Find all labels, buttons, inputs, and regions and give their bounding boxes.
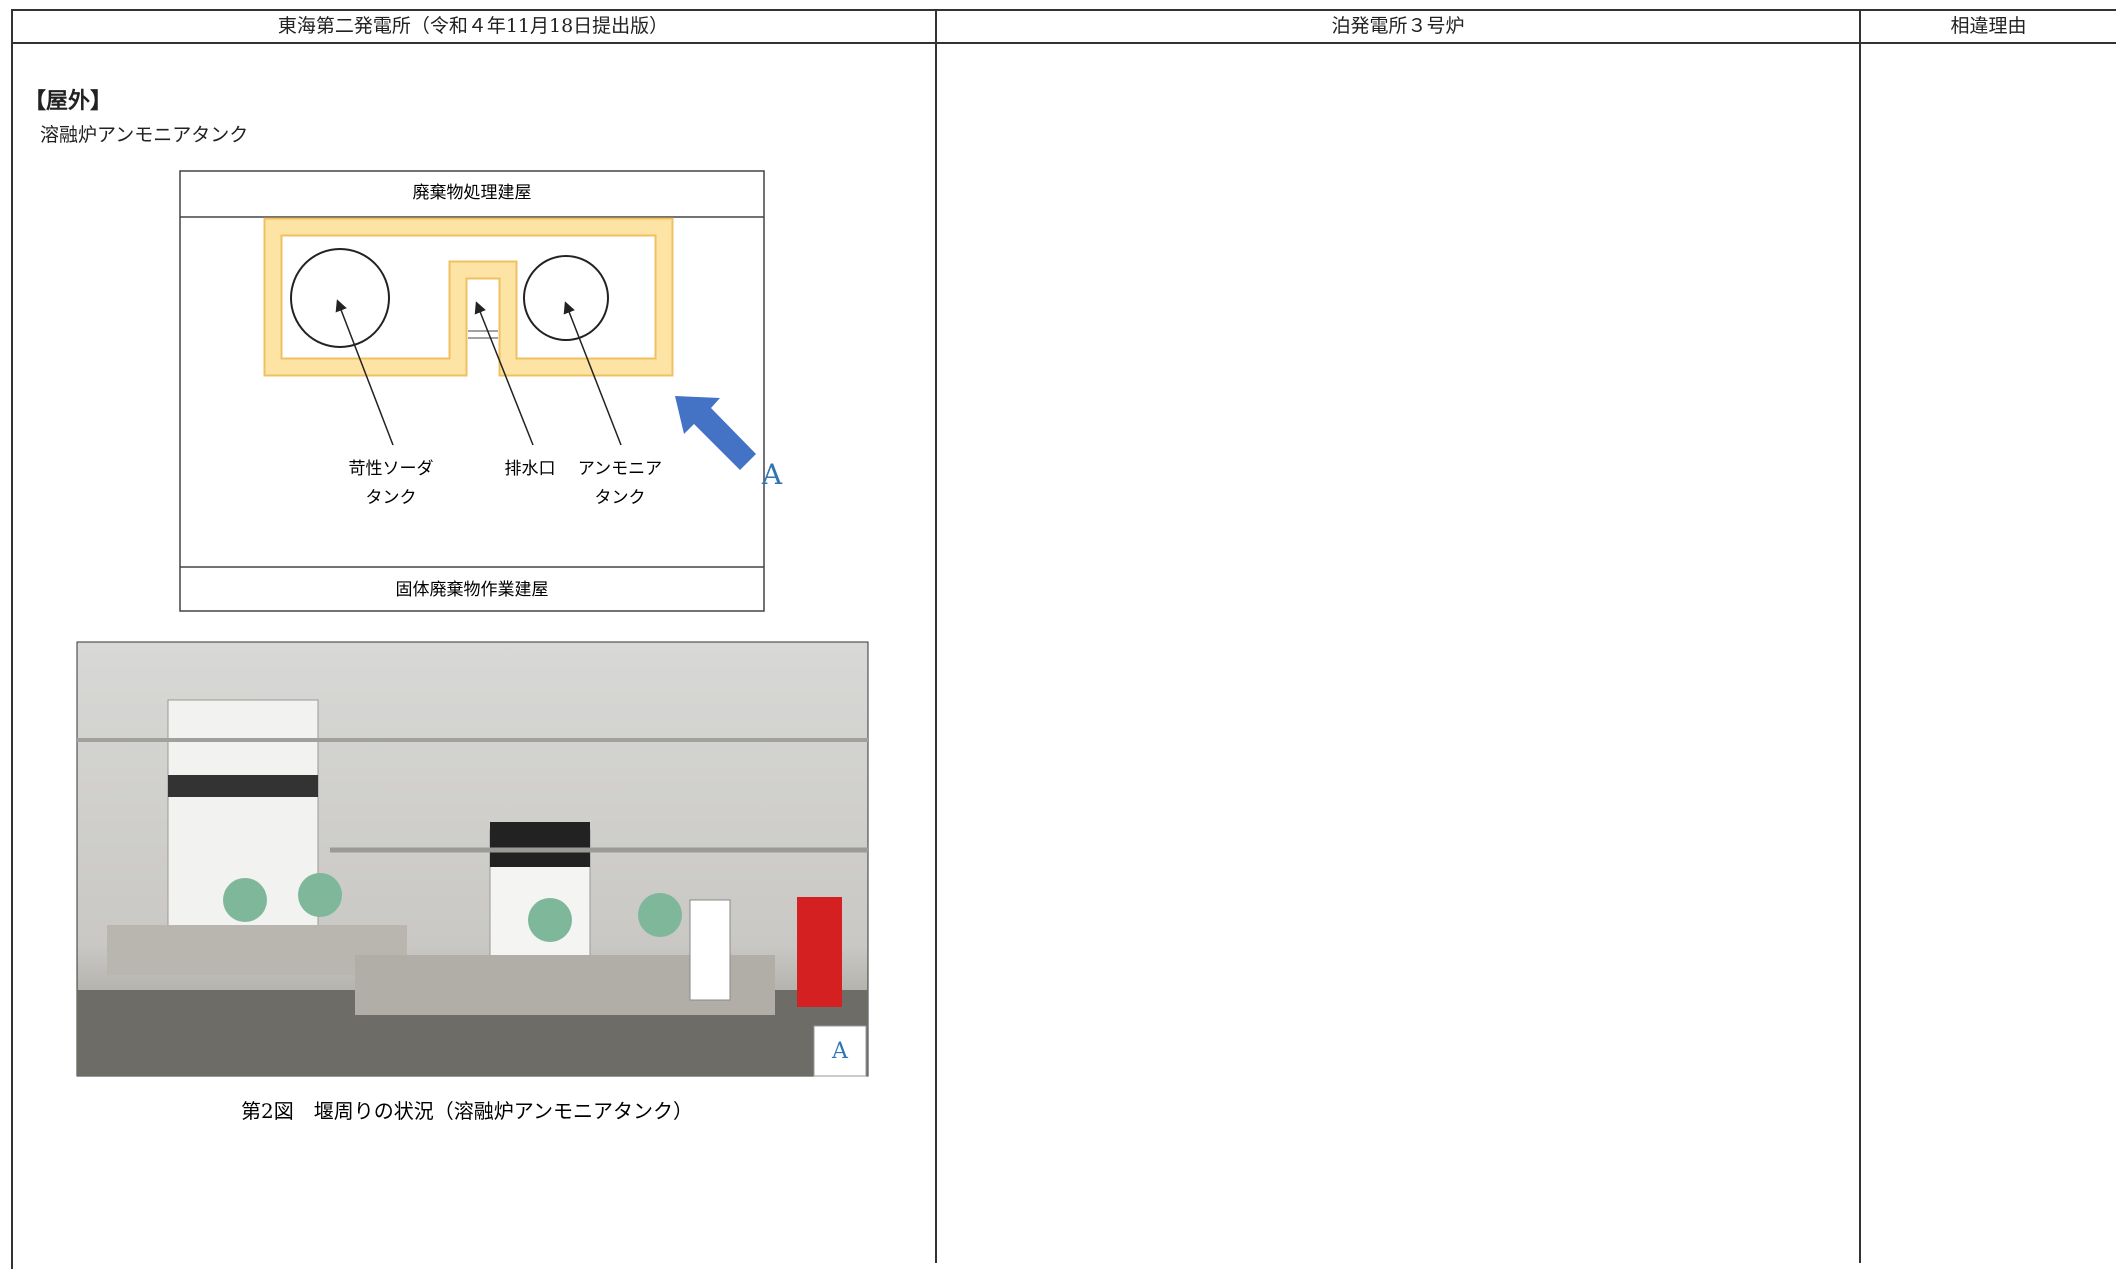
subtitle: 溶融炉アンモニアタンク (40, 124, 249, 146)
column-header: 泊発電所３号炉 (1331, 15, 1465, 37)
dike (265, 219, 672, 375)
pointer (563, 301, 622, 446)
header-rule (11, 42, 2116, 44)
tank-label: 苛性ソーダ (349, 459, 434, 479)
pointer (335, 299, 394, 446)
diagram-frame (179, 170, 765, 612)
column-header: 相違理由 (1950, 15, 2027, 37)
tank-label: アンモニア (578, 459, 662, 479)
section-title: 【屋外】 (24, 88, 113, 114)
document-table (11, 9, 2116, 1269)
building-label: 廃棄物処理建屋 (413, 183, 532, 203)
column-header: 東海第二発電所（令和４年11月18日提出版） (277, 15, 669, 37)
photo: A (76, 641, 869, 1077)
drain-label: 排水口 (505, 459, 556, 479)
photo-label: A (831, 1039, 849, 1064)
tank-label: タンク (366, 488, 417, 508)
view-arrow (675, 396, 756, 470)
pointer (474, 301, 534, 446)
caption: 第2図 堰周りの状況（溶融炉アンモニアタンク） (241, 1099, 693, 1123)
tank-label: タンク (595, 488, 646, 508)
column-rule (935, 9, 937, 1263)
tank (523, 255, 609, 341)
building-label: 固体廃棄物作業建屋 (396, 580, 549, 600)
view-label: A (761, 458, 783, 491)
tank (290, 248, 390, 348)
column-rule (1859, 9, 1861, 1263)
